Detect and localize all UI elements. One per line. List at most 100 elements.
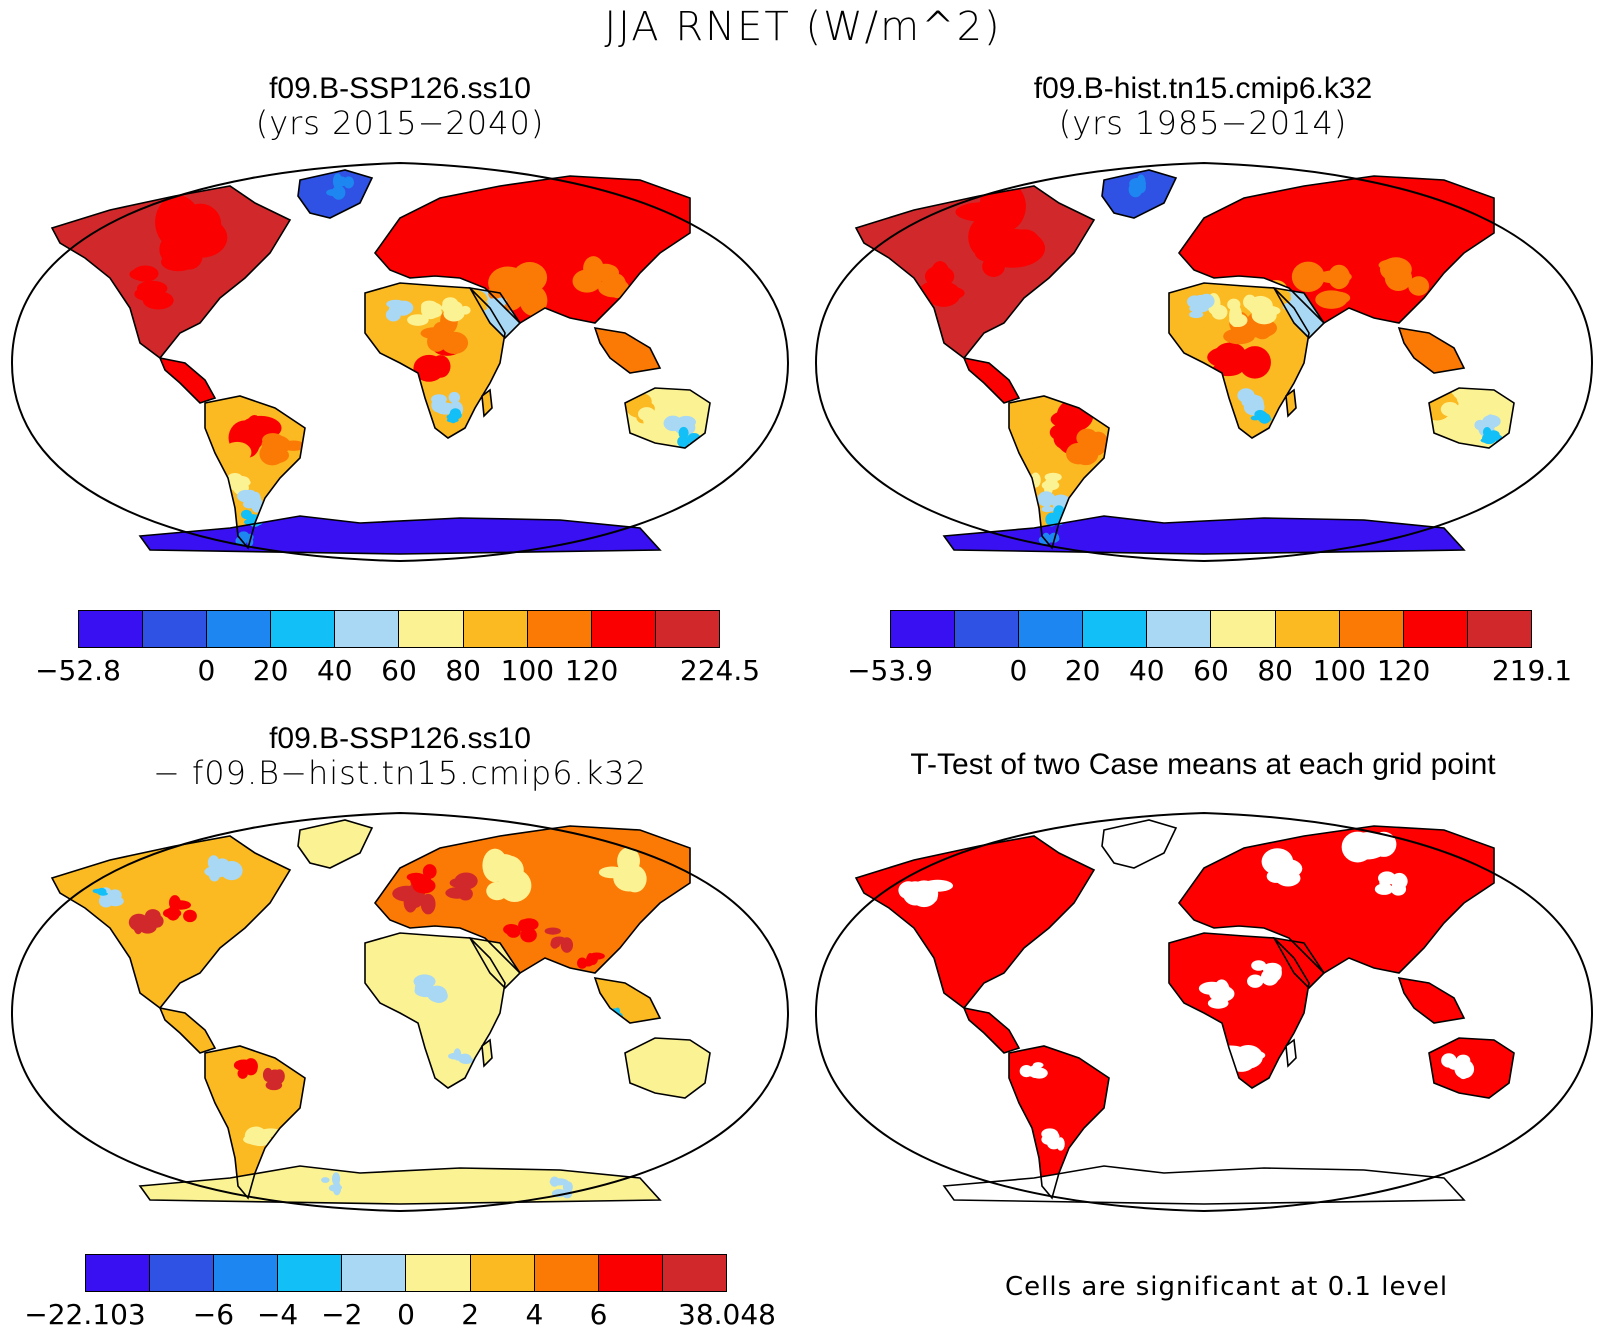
colorbar-1-box (399, 611, 464, 647)
colorbar-2-box (1147, 611, 1212, 647)
colorbar-2-tick-label: 80 (1257, 654, 1294, 687)
coastline-africa (1168, 932, 1310, 1089)
land-antarctica (140, 516, 660, 554)
coastline-camerica (158, 356, 217, 404)
colorbar-2-box (1019, 611, 1084, 647)
colorbar-1-tick-label: 224.5 (679, 654, 761, 687)
field-patch (1440, 401, 1460, 417)
coastline-camerica (962, 1006, 1021, 1054)
field-patch (440, 331, 469, 355)
field-patch (138, 920, 157, 934)
field-patch (1041, 1128, 1059, 1140)
colorbar-3-box (470, 1255, 535, 1291)
field-patch (528, 228, 579, 263)
coastline-namerica (50, 835, 292, 1010)
colorbar-1-box (143, 611, 208, 647)
field-patch (1456, 1054, 1471, 1066)
coastline-greenland (297, 819, 374, 869)
colorbar-3-box (150, 1255, 215, 1291)
panel-2-years: (yrs 1985−2014) (1058, 104, 1348, 142)
coastline-eurasia (1177, 825, 1495, 975)
field-patch (396, 323, 411, 335)
field-patch (244, 415, 265, 450)
field-patch (1086, 446, 1104, 456)
field-patch (427, 1023, 445, 1047)
colorbar-1-tick-label: 80 (445, 654, 482, 687)
field-patch (1030, 1067, 1048, 1079)
colorbar-1-tick-label: 60 (381, 654, 417, 687)
field-patch (1049, 512, 1060, 519)
colorbar-1-tick-label: 40 (316, 654, 353, 687)
colorbar-2-box (1275, 611, 1340, 647)
coastline-africa (1168, 282, 1310, 439)
field-patch (1379, 257, 1412, 282)
field-patch (431, 397, 447, 413)
field-patch (1193, 294, 1209, 309)
field-patch (1042, 532, 1050, 541)
colorbar-1-box (655, 611, 719, 647)
field-patch (1044, 472, 1062, 482)
coastline-seasia (593, 326, 662, 374)
coastline-madagascar (481, 388, 493, 418)
colorbar-1-box (79, 611, 144, 647)
significance-note: Cells are significant at 0.1 level (1005, 1272, 1449, 1302)
field-patch (394, 987, 413, 1007)
colorbar-3-tick-label: −4 (256, 1298, 299, 1331)
field-patch (331, 185, 346, 200)
field-patch (1261, 848, 1294, 875)
field-patch (1253, 221, 1289, 255)
map-border (814, 161, 1594, 563)
map-border (814, 811, 1594, 1213)
colorbar-3-box (598, 1255, 663, 1291)
field-patch (106, 895, 124, 907)
field-patch (136, 280, 168, 296)
coastline-antarctica (942, 1165, 1466, 1205)
coastline-seasia (1397, 976, 1466, 1024)
field-patch (475, 190, 550, 247)
colorbar-1-tick-label: −52.8 (35, 654, 121, 687)
colorbar-1-tick-label: 20 (252, 654, 289, 687)
field-patch (132, 265, 159, 282)
field-patch (414, 981, 432, 995)
land-camerica (964, 1008, 1019, 1053)
colorbar-3-box (534, 1255, 599, 1291)
field-patch (503, 924, 520, 935)
coastline-antarctica (138, 515, 662, 555)
colorbar-1-tick-label: 120 (564, 654, 619, 687)
field-patch (677, 435, 690, 448)
field-patch (910, 880, 939, 908)
coastline-arabia (1272, 936, 1326, 990)
field-patch (576, 215, 627, 247)
field-patch (145, 909, 161, 923)
land-samerica (1009, 1046, 1109, 1198)
coastline-australia (624, 387, 711, 449)
colorbar-3-box (662, 1255, 726, 1291)
colorbar-2-tick-label: 120 (1376, 654, 1431, 687)
land-antarctica (140, 1166, 660, 1204)
colorbar-1 (78, 610, 720, 648)
colorbar-3-box (86, 1255, 151, 1291)
field-patch (544, 927, 561, 935)
field-patch (1291, 261, 1325, 293)
colorbar-3-tick-label: −6 (192, 1298, 235, 1331)
field-patch (1041, 506, 1054, 513)
field-patch (486, 881, 509, 901)
coastline-greenland (297, 169, 374, 219)
field-patch (618, 213, 669, 236)
coastline-eurasia (373, 175, 691, 325)
colorbar-2-box (1403, 611, 1468, 647)
field-patch (1128, 181, 1143, 198)
colorbar-3-box (278, 1255, 343, 1291)
coastline-seasia (593, 976, 662, 1024)
field-patch (458, 887, 473, 901)
field-patch (162, 908, 182, 919)
field-anomalies (129, 173, 702, 547)
panel-1-case: f09.B-SSP126.ss10 (269, 72, 531, 105)
field-patch (549, 1176, 560, 1187)
land-camerica (160, 1008, 215, 1053)
field-patch (519, 918, 539, 931)
field-patch (1353, 232, 1380, 264)
colorbar-3 (85, 1254, 727, 1292)
land-namerica (52, 186, 290, 358)
colorbar-2-box (955, 611, 1020, 647)
